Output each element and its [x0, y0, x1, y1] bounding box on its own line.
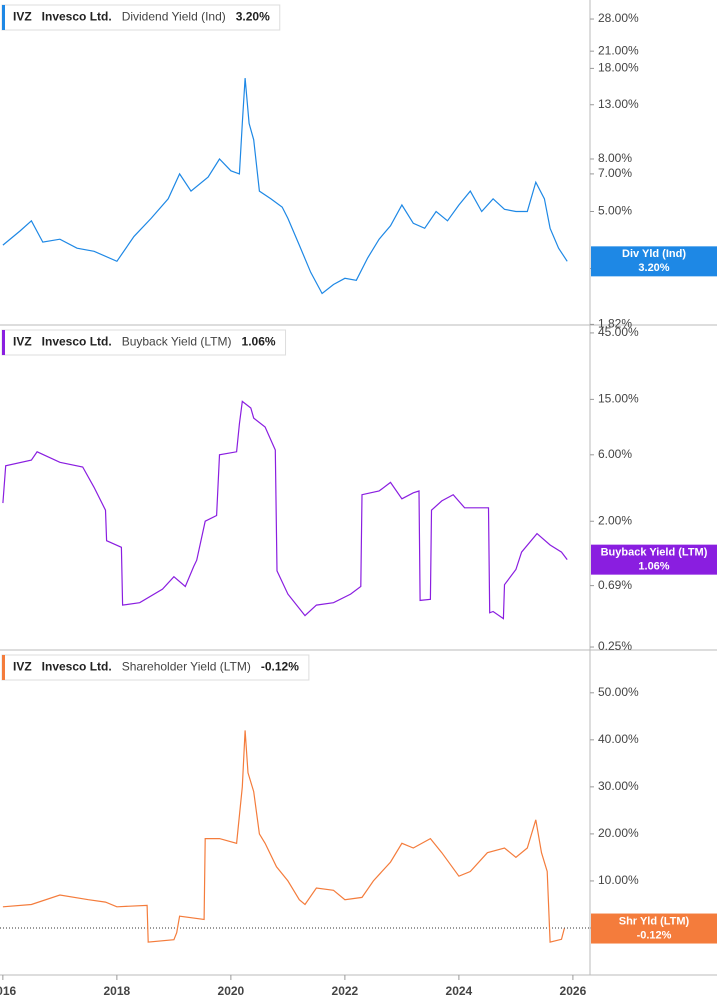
legend-swatch: [2, 5, 5, 30]
legend-ticker: IVZ: [13, 10, 32, 24]
legend-company: Invesco Ltd.: [42, 660, 112, 674]
y-tick-label: 13.00%: [598, 97, 639, 111]
y-tick-label: 2.00%: [598, 513, 632, 527]
legend-value: 3.20%: [236, 10, 270, 24]
badge-value: 3.20%: [638, 262, 669, 274]
x-tick-label: 2018: [104, 984, 131, 998]
y-tick-label: 8.00%: [598, 151, 632, 165]
y-tick-label: 0.25%: [598, 639, 632, 653]
badge-label: Shr Yld (LTM): [619, 915, 690, 927]
x-tick-label: 2024: [446, 984, 473, 998]
legend-box: [1, 4, 281, 31]
y-tick-label: 6.00%: [598, 447, 632, 461]
badge-label: Div Yld (Ind): [622, 248, 686, 260]
y-tick-label: 0.69%: [598, 578, 632, 592]
x-tick-label: 2022: [332, 984, 359, 998]
legend-value: 1.06%: [242, 335, 276, 349]
y-tick-label: 18.00%: [598, 61, 639, 75]
legend-company: Invesco Ltd.: [42, 335, 112, 349]
legend: IVZ Invesco Ltd. Shareholder Yield (LTM) -0…: [1, 654, 310, 681]
y-tick-label: 7.00%: [598, 166, 632, 180]
legend-swatch: [2, 655, 5, 680]
series-line: [2, 400, 568, 620]
legend: IVZ Invesco Ltd. Dividend Yield (Ind) 3.20%: [1, 4, 281, 31]
value-badge: [591, 246, 717, 277]
badge-value: 1.06%: [638, 561, 669, 573]
y-tick-label: 30.00%: [598, 779, 639, 793]
legend-ticker: IVZ: [13, 660, 32, 674]
series-line: [2, 78, 568, 295]
legend: IVZ Invesco Ltd. Buyback Yield (LTM) 1.06%: [1, 329, 287, 356]
x-tick-label: 2026: [560, 984, 587, 998]
legend-box: [1, 654, 310, 681]
legend-swatch: [2, 330, 5, 355]
legend-box: [1, 329, 287, 356]
y-tick-label: 10.00%: [598, 873, 639, 887]
legend-ticker: IVZ: [13, 335, 32, 349]
y-tick-label: 5.00%: [598, 204, 632, 218]
legend-value: -0.12%: [261, 660, 299, 674]
y-tick-label: 28.00%: [598, 11, 639, 25]
y-tick-label: 1.82%: [598, 317, 632, 331]
badge-label: Buyback Yield (LTM): [601, 547, 708, 559]
legend-series: Dividend Yield (Ind): [122, 10, 226, 24]
badge-value: -0.12%: [637, 929, 672, 941]
legend-series: Buyback Yield (LTM): [122, 335, 232, 349]
value-badge: [591, 913, 717, 944]
legend-company: Invesco Ltd.: [42, 10, 112, 24]
series-line: [2, 730, 565, 943]
y-tick-label: 45.00%: [598, 325, 639, 339]
y-tick-label: 21.00%: [598, 43, 639, 57]
value-badge: [591, 544, 717, 575]
y-tick-label: 40.00%: [598, 732, 639, 746]
y-tick-label: 50.00%: [598, 685, 639, 699]
y-tick-label: 20.00%: [598, 826, 639, 840]
legend-series: Shareholder Yield (LTM): [122, 660, 251, 674]
x-tick-label: 2016: [0, 984, 17, 998]
y-tick-label: 15.00%: [598, 392, 639, 406]
x-tick-label: 2020: [218, 984, 245, 998]
